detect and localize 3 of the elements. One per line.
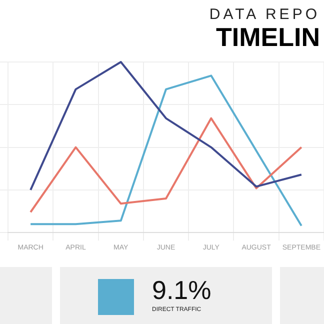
chart-title: DATA REPO [209,6,320,23]
chart-subtitle: TIMELIN [215,22,320,52]
text: 9.1% [152,275,212,306]
